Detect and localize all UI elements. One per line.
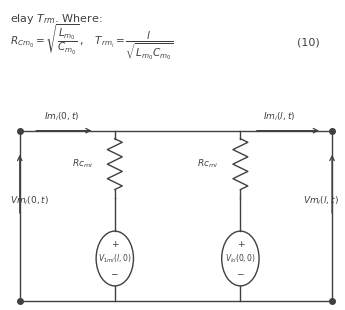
Text: $Vm_i(0,t)$: $Vm_i(0,t)$	[10, 194, 49, 207]
Text: +: +	[111, 240, 119, 249]
Text: elay $T_{rm}$. Where:: elay $T_{rm}$. Where:	[10, 12, 102, 26]
Text: $Im_i(l,t)$: $Im_i(l,t)$	[263, 111, 296, 123]
Text: $Rc_{mi}$: $Rc_{mi}$	[197, 158, 218, 170]
Text: $V_{ki}(0,0)$: $V_{ki}(0,0)$	[225, 252, 256, 265]
Text: $-$: $-$	[110, 268, 119, 277]
Text: $Im_i(0,t)$: $Im_i(0,t)$	[45, 111, 80, 123]
Text: $V_{1mi}(l,0)$: $V_{1mi}(l,0)$	[98, 252, 132, 265]
Text: (10): (10)	[297, 38, 320, 47]
Text: $Rc_{mi}$: $Rc_{mi}$	[72, 158, 93, 170]
Text: $R_{Cm_0} = \sqrt{\dfrac{L_{m_0}}{C_{m_0}}}\,,\quad T_{rm_i} = \dfrac{l}{\sqrt{L: $R_{Cm_0} = \sqrt{\dfrac{L_{m_0}}{C_{m_0…	[10, 23, 173, 62]
Text: $-$: $-$	[236, 268, 245, 277]
Text: +: +	[237, 240, 244, 249]
Text: $Vm_i(l,t)$: $Vm_i(l,t)$	[303, 194, 339, 207]
